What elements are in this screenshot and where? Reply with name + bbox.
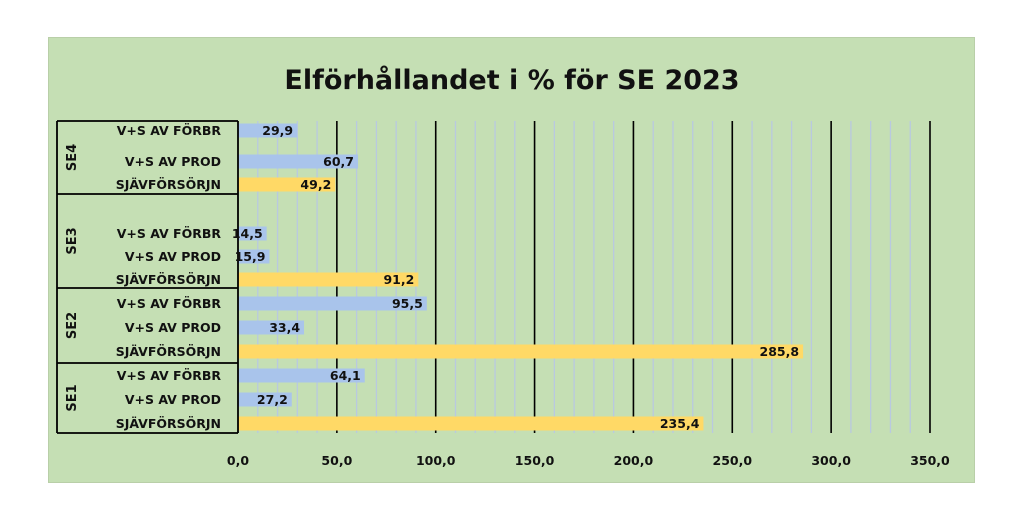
bar xyxy=(238,296,427,311)
axis-layer xyxy=(56,120,239,434)
category-label: SJÄVFÖRSÖRJN xyxy=(116,416,221,431)
group-label: SE1 xyxy=(65,384,80,411)
data-label: 29,9 xyxy=(262,123,293,138)
x-tick-label: 0,0 xyxy=(227,453,249,468)
chart-svg: Elförhållandet i % för SE 2023 29,9 V+S A… xyxy=(56,64,950,468)
group-label: SE4 xyxy=(65,144,80,171)
data-label: 49,2 xyxy=(300,177,331,192)
category-label: V+S AV FÖRBR xyxy=(117,226,222,241)
bar xyxy=(238,123,298,138)
x-tick-label: 300,0 xyxy=(811,453,851,468)
category-label: V+S AV PROD xyxy=(125,154,221,169)
x-tick-label: 200,0 xyxy=(614,453,654,468)
bars-layer xyxy=(238,123,804,431)
bar xyxy=(238,154,359,169)
category-label: V+S AV FÖRBR xyxy=(117,296,222,311)
bar xyxy=(238,368,365,383)
bar xyxy=(238,320,305,335)
x-tick-label: 100,0 xyxy=(416,453,456,468)
bar xyxy=(238,416,704,431)
data-label: 64,1 xyxy=(330,368,361,383)
bar xyxy=(238,249,270,264)
chart-frame: Elförhållandet i % för SE 2023 29,9 V+S A… xyxy=(48,37,975,483)
category-label: SJÄVFÖRSÖRJN xyxy=(116,177,221,192)
data-label: 15,9 xyxy=(235,249,266,264)
category-label: SJÄVFÖRSÖRJN xyxy=(116,344,221,359)
data-label: 95,5 xyxy=(392,296,423,311)
bar xyxy=(238,177,336,192)
bar xyxy=(238,226,267,241)
data-label: 60,7 xyxy=(323,154,354,169)
category-label: V+S AV FÖRBR xyxy=(117,123,222,138)
category-label: V+S AV PROD xyxy=(125,320,221,335)
category-label: V+S AV PROD xyxy=(125,249,221,264)
group-label: SE2 xyxy=(65,312,80,339)
category-label: V+S AV PROD xyxy=(125,392,221,407)
data-label: 14,5 xyxy=(232,226,263,241)
data-label: 33,4 xyxy=(269,320,300,335)
group-label: SE3 xyxy=(65,227,80,254)
x-tick-label: 150,0 xyxy=(515,453,555,468)
x-tick-label: 350,0 xyxy=(910,453,950,468)
data-label: 235,4 xyxy=(660,416,700,431)
x-tick-label: 50,0 xyxy=(321,453,352,468)
bar xyxy=(238,272,419,287)
category-label: V+S AV FÖRBR xyxy=(117,368,222,383)
chart-title: Elförhållandet i % för SE 2023 xyxy=(284,64,739,96)
data-label: 27,2 xyxy=(257,392,288,407)
bar xyxy=(238,392,292,407)
bar xyxy=(238,344,804,359)
x-tick-label: 250,0 xyxy=(713,453,753,468)
data-label: 285,8 xyxy=(760,344,800,359)
data-label: 91,2 xyxy=(383,272,414,287)
labels-layer: 29,9 V+S AV FÖRBR 60,7 V+S AV PROD 49,2 SJÄVF… xyxy=(65,123,950,468)
category-label: SJÄVFÖRSÖRJN xyxy=(116,272,221,287)
